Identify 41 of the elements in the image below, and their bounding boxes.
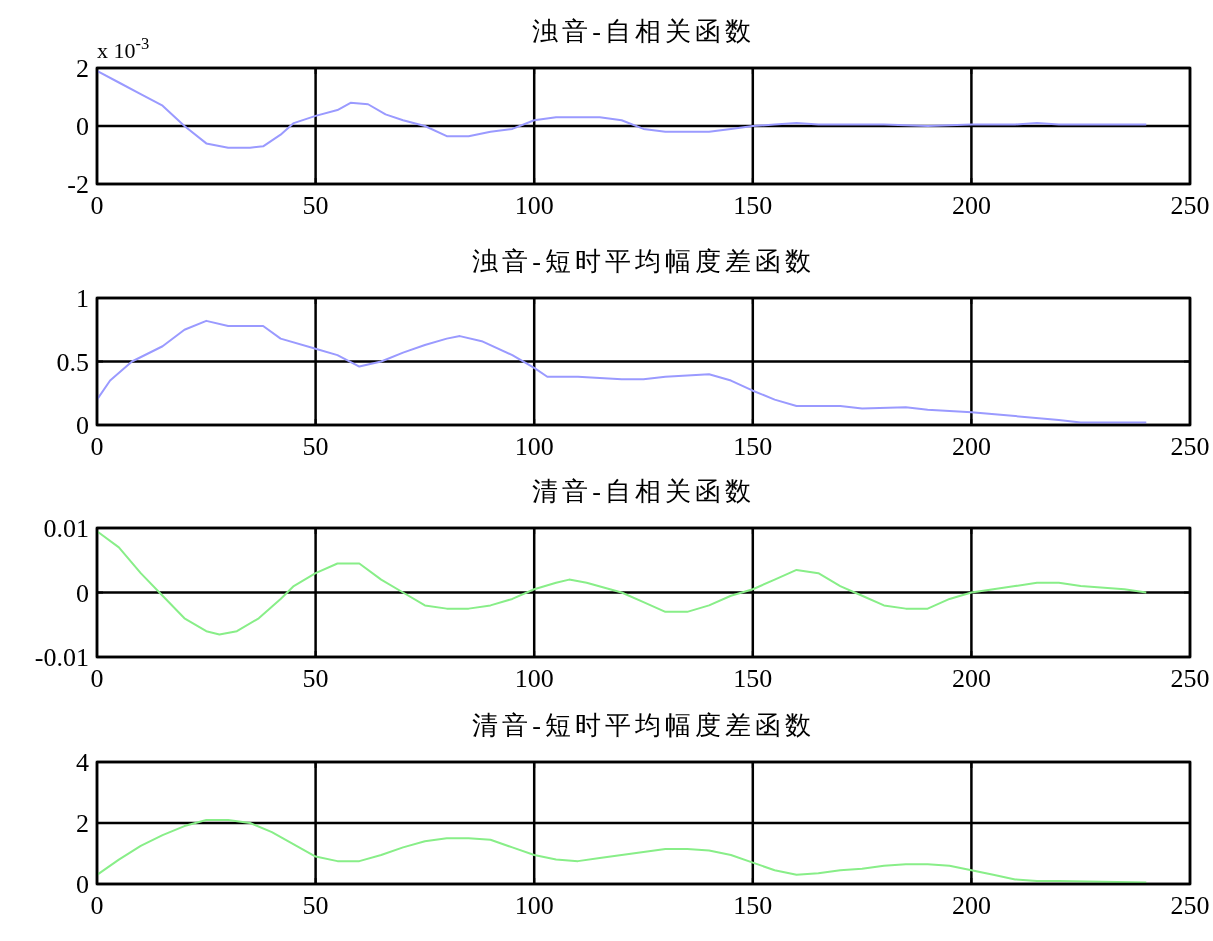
x-tick-label: 200 xyxy=(951,891,991,920)
y-tick-label: 2 xyxy=(76,809,89,838)
y-tick-label: 0 xyxy=(76,870,89,899)
y-tick-label: 0 xyxy=(76,411,89,440)
text: x 10$^{-3}$ xyxy=(97,33,150,63)
line-series xyxy=(96,319,1148,424)
y-tick-label: 1 xyxy=(76,284,89,313)
y-tick-label: 0.5 xyxy=(56,347,89,377)
chart-title: 清音-短时平均幅度差函数 xyxy=(472,711,815,740)
y-tick-label: 2 xyxy=(76,54,89,83)
line-series xyxy=(96,818,1148,884)
x-tick-label: 100 xyxy=(514,432,554,461)
line-series xyxy=(96,530,1148,636)
x-tick-label: 100 xyxy=(514,191,554,220)
x-tick-label: 150 xyxy=(733,891,773,920)
x-tick-label: 250 xyxy=(1170,891,1210,920)
x-tick-label: 250 xyxy=(1170,664,1210,693)
chart-title: 浊音-自相关函数 xyxy=(532,17,755,46)
x-tick-label: 200 xyxy=(951,664,991,693)
y-tick-label: 4 xyxy=(76,748,89,777)
line-series xyxy=(96,69,1148,149)
x-tick-label: 150 xyxy=(733,664,773,693)
x-tick-label: 200 xyxy=(951,432,991,461)
x-tick-label: 200 xyxy=(951,191,991,220)
y-tick-label: 0.01 xyxy=(43,514,89,543)
y-tick-label: -0.01 xyxy=(34,643,89,672)
x-tick-label: 50 xyxy=(302,891,329,920)
x-tick-label: 150 xyxy=(733,432,773,461)
chart-title: 浊音-短时平均幅度差函数 xyxy=(472,247,815,276)
x-tick-label: 50 xyxy=(302,664,329,693)
x-tick-label: 250 xyxy=(1170,191,1210,220)
x-tick-label: 250 xyxy=(1170,432,1210,461)
y-tick-label: 0 xyxy=(76,578,89,608)
x-tick-label: 150 xyxy=(733,191,773,220)
x-tick-label: 100 xyxy=(514,664,554,693)
y-tick-label: -2 xyxy=(67,170,89,199)
y-tick-label: 0 xyxy=(76,112,89,141)
chart-title: 清音-自相关函数 xyxy=(532,477,755,506)
x-tick-label: 50 xyxy=(302,191,329,220)
x-tick-label: 100 xyxy=(514,891,554,920)
x-tick-label: 50 xyxy=(302,432,329,461)
